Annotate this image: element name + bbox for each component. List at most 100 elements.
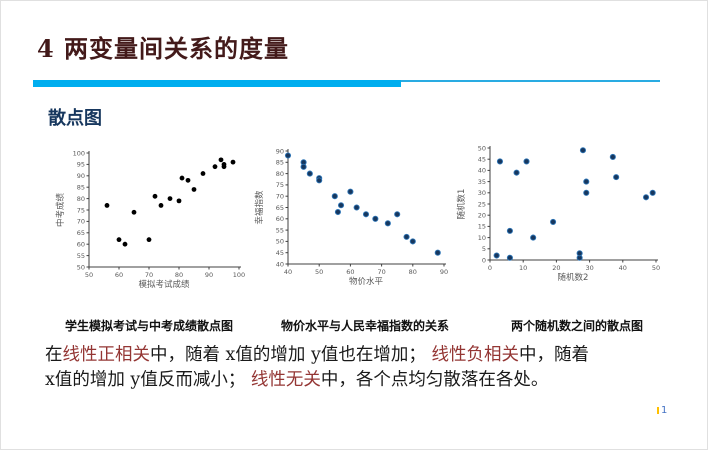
svg-text:40: 40 — [284, 268, 292, 276]
svg-text:50: 50 — [652, 264, 660, 272]
svg-text:65: 65 — [276, 204, 284, 212]
data-point — [284, 152, 292, 159]
data-point — [576, 250, 583, 257]
svg-text:0: 0 — [488, 264, 492, 272]
svg-text:90: 90 — [440, 268, 448, 276]
data-point — [221, 164, 227, 170]
svg-text:60: 60 — [115, 271, 123, 279]
data-point — [200, 171, 206, 176]
svg-text:80: 80 — [409, 268, 417, 276]
data-point — [613, 174, 620, 181]
body-text-segment: x值的增加 y值反而减小； — [45, 370, 251, 390]
body-text-segment: 线性负相关 — [431, 345, 519, 365]
scatter-chart-random: 0 5 10 15 20 25 30 35 40 45 50 0 10 20 30 40 50 随机数2 随机数1 — [456, 137, 671, 295]
scatter-chart-negative-svg: 40 45 50 55 60 65 70 75 80 85 90 40 50 60 70 80 90 物价水平 幸福… — [254, 147, 448, 287]
data-point — [609, 153, 616, 161]
svg-text:75: 75 — [77, 206, 85, 214]
svg-text:5: 5 — [482, 245, 486, 253]
svg-text:85: 85 — [77, 184, 85, 192]
data-point — [496, 158, 504, 165]
svg-text:40: 40 — [276, 260, 284, 268]
svg-text:70: 70 — [145, 271, 153, 279]
slide-title: 4 两变量间关系的度量 — [37, 34, 290, 63]
svg-text:10: 10 — [519, 264, 527, 272]
data-point — [347, 188, 354, 195]
svg-text:75: 75 — [276, 181, 284, 189]
svg-text:10: 10 — [478, 234, 486, 242]
data-point — [506, 254, 513, 261]
data-point — [131, 209, 137, 215]
svg-text:35: 35 — [478, 178, 486, 186]
data-point — [104, 203, 110, 208]
svg-text:50: 50 — [276, 238, 284, 246]
data-point — [152, 193, 158, 199]
body-text-segment: 线性无关 — [250, 370, 321, 390]
svg-text:中考成绩: 中考成绩 — [55, 193, 66, 228]
data-point — [403, 233, 410, 240]
body-paragraph: 在线性正相关中，随着 x值的增加 y值也在增加； 线性负相关中，随着 x值的增加 … — [45, 343, 677, 393]
data-point — [409, 238, 416, 245]
svg-text:85: 85 — [276, 159, 284, 167]
data-point — [523, 158, 530, 165]
svg-text:60: 60 — [276, 215, 284, 223]
data-point — [513, 169, 520, 176]
data-point — [306, 170, 313, 177]
svg-text:90: 90 — [205, 271, 213, 279]
data-point — [158, 203, 164, 208]
svg-text:物价水平: 物价水平 — [349, 276, 384, 287]
svg-text:70: 70 — [276, 193, 284, 201]
svg-text:80: 80 — [77, 195, 85, 203]
data-point — [331, 193, 338, 200]
data-point — [191, 187, 197, 192]
data-point — [372, 215, 379, 222]
svg-text:100: 100 — [233, 271, 245, 279]
data-point — [122, 241, 128, 247]
data-point — [353, 204, 360, 211]
scatter-chart-positive-correlation: 50 55 60 65 70 75 80 85 90 95 100 50 60 70 80 90 100 模拟考试… — [55, 142, 260, 300]
svg-text:60: 60 — [346, 268, 354, 276]
chart-caption-1: 学生模拟考试与中考成绩散点图 — [64, 319, 233, 333]
svg-text:80: 80 — [276, 170, 284, 178]
data-point — [434, 249, 441, 256]
chart-caption-3: 两个随机数之间的散点图 — [510, 319, 643, 333]
data-point — [179, 175, 185, 181]
svg-text:0: 0 — [482, 256, 486, 264]
svg-text:60: 60 — [77, 241, 85, 249]
data-point — [300, 163, 307, 170]
data-point — [167, 196, 173, 201]
data-point — [337, 202, 345, 209]
svg-text:65: 65 — [77, 229, 85, 237]
page-number-value: 1 — [661, 405, 668, 416]
data-point — [506, 227, 513, 234]
svg-text:50: 50 — [85, 271, 93, 279]
body-text-segment: 在 — [45, 345, 63, 365]
svg-text:50: 50 — [315, 268, 323, 276]
data-point — [185, 177, 191, 183]
svg-text:80: 80 — [175, 271, 183, 279]
svg-text:15: 15 — [478, 223, 486, 231]
svg-text:90: 90 — [276, 147, 284, 155]
accent-bar — [33, 80, 401, 87]
svg-text:70: 70 — [77, 218, 85, 226]
data-point — [212, 164, 218, 170]
body-text-segment: 中，各个点均匀散落在各处。 — [320, 370, 549, 390]
data-point — [493, 252, 500, 259]
svg-text:90: 90 — [77, 172, 85, 180]
svg-text:20: 20 — [478, 212, 486, 220]
svg-text:55: 55 — [77, 252, 85, 260]
data-point — [384, 220, 391, 227]
data-point — [146, 237, 152, 243]
data-point — [334, 208, 341, 216]
data-point — [649, 189, 656, 196]
data-point — [316, 177, 323, 184]
svg-text:模拟考试成绩: 模拟考试成绩 — [138, 279, 190, 290]
svg-text:50: 50 — [478, 144, 486, 152]
svg-text:20: 20 — [552, 264, 560, 272]
svg-text:40: 40 — [619, 264, 627, 272]
data-point — [550, 218, 557, 225]
svg-text:随机数2: 随机数2 — [558, 272, 589, 283]
data-point — [530, 234, 537, 241]
body-line: 在线性正相关中，随着 x值的增加 y值也在增加； 线性负相关中，随着 — [45, 343, 677, 368]
data-point — [583, 178, 590, 185]
